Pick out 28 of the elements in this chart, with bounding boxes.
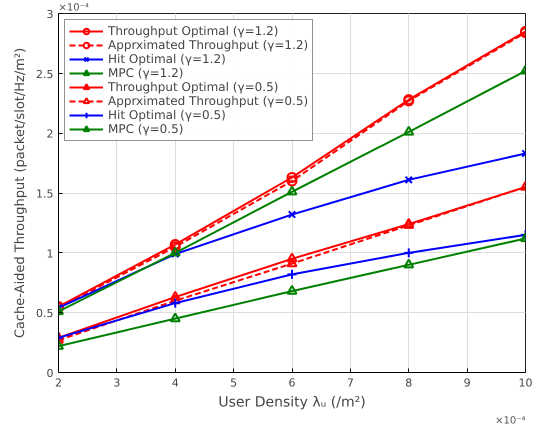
legend-label: Hit Optimal (γ=0.5) — [108, 108, 226, 122]
x-tick-label: 5 — [230, 376, 238, 390]
x-tick-label: 2 — [55, 376, 62, 390]
legend-label: MPC (γ=1.2) — [108, 66, 184, 80]
x-tick-label: 4 — [172, 376, 179, 390]
x-tick-label: 9 — [464, 376, 471, 390]
x-axis-title: User Density λᵤ (/m²) — [218, 394, 366, 410]
y-tick-label: 1 — [46, 247, 54, 260]
x-tick-label: 7 — [346, 376, 354, 390]
x-tick-label: 3 — [113, 376, 120, 390]
y-tick-label: 2.5 — [36, 68, 54, 81]
text: ×10⁻⁴ — [58, 2, 89, 14]
x-tick-label: 10 — [518, 376, 532, 390]
y-tick-label: 0 — [46, 367, 54, 380]
text: ×10⁻⁴ — [495, 416, 526, 426]
y-tick-label: 0.5 — [36, 307, 54, 320]
y-tick-label: 1.5 — [36, 188, 54, 200]
legend-label: Throughput Optimal (γ=0.5) — [108, 80, 278, 94]
legend-label: Hit Optimal (γ=1.2) — [108, 52, 226, 66]
y-tick-label: 3 — [46, 8, 54, 21]
legend-label: Apprximated Throughput (γ=1.2) — [108, 38, 308, 52]
legend-label: Apprximated Throughput (γ=0.5) — [108, 94, 308, 108]
x-tick-label: 8 — [405, 376, 412, 390]
y-tick-label: 2 — [46, 128, 54, 141]
y-axis-title: Cache-Aided Throughput (packet/slot/Hz/m²) — [13, 48, 28, 338]
x-tick-label: 6 — [288, 376, 296, 390]
legend-label: MPC (γ=0.5) — [108, 122, 184, 136]
legend-label: Throughput Optimal (γ=1.2) — [108, 24, 278, 38]
